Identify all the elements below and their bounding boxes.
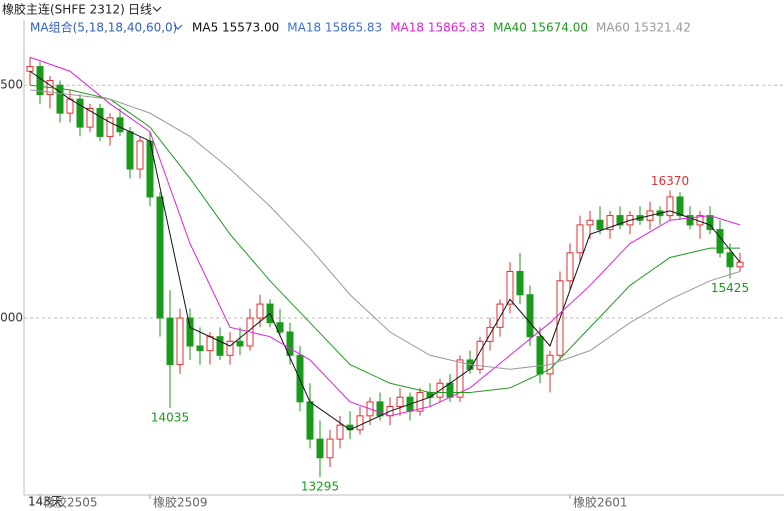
- candle-body: [586, 219, 594, 226]
- candle-body: [616, 215, 624, 226]
- candle-body: [216, 336, 224, 356]
- candle-body: [516, 270, 524, 296]
- ma-line: [29, 89, 741, 370]
- legend-item: MA60 15321.42: [596, 21, 691, 35]
- candle-body: [26, 66, 34, 72]
- candle-body: [376, 401, 384, 417]
- candle-body: [736, 261, 744, 268]
- extreme-label: 16370: [651, 174, 689, 188]
- candle-body: [326, 438, 334, 459]
- candle-body: [176, 317, 184, 366]
- candle-body: [496, 303, 504, 328]
- candle-body: [476, 340, 484, 370]
- candle-body: [396, 396, 404, 408]
- candle-body: [126, 131, 134, 170]
- candle-body: [206, 336, 214, 352]
- legend-item: MA40 15674.00: [493, 21, 588, 35]
- chart-title: 橡胶主连(SHFE 2312): [2, 2, 125, 17]
- candle-body: [446, 382, 454, 398]
- candle-body: [186, 317, 194, 347]
- candle-body: [526, 294, 534, 338]
- candle-body: [236, 340, 244, 347]
- extreme-label: 15425: [711, 281, 749, 295]
- candle-body: [306, 401, 314, 440]
- candle-body: [76, 98, 84, 128]
- y-tick-label: 17500: [0, 78, 23, 92]
- x-tick-label: 橡胶2601: [573, 495, 628, 510]
- candle-body: [576, 224, 584, 254]
- candle-body: [156, 196, 164, 319]
- legend-item: MA18 15865.83: [287, 21, 382, 35]
- candle-body: [686, 215, 694, 226]
- candle-body: [96, 107, 104, 137]
- candle-body: [316, 438, 324, 459]
- period-selector[interactable]: 日线: [128, 3, 152, 17]
- candle-body: [226, 340, 234, 356]
- candle-body: [166, 317, 174, 366]
- candle-body: [356, 415, 364, 431]
- x-tick-label: 橡胶2505: [43, 495, 98, 510]
- ma-line: [29, 70, 741, 431]
- candle-body: [336, 424, 344, 440]
- candle-body: [66, 98, 74, 114]
- candle-body: [716, 229, 724, 254]
- candle-body: [666, 196, 674, 217]
- candle-body: [196, 345, 204, 352]
- candle-body: [606, 215, 614, 231]
- candle-body: [506, 270, 514, 305]
- days-label: 143天: [28, 495, 63, 509]
- ma-chevron[interactable]: [173, 24, 183, 30]
- candle-body: [426, 392, 434, 398]
- y-tick-label: 15000: [0, 311, 23, 325]
- candle-body: [86, 107, 94, 128]
- candle-body: [276, 322, 284, 333]
- legend-item: MA5 15573.00: [192, 21, 279, 35]
- extreme-label: 13295: [301, 479, 339, 493]
- ma-group[interactable]: MA组合(5,18,18,40,60,0): [30, 20, 177, 35]
- candle-body: [136, 140, 144, 170]
- candle-body: [116, 117, 124, 133]
- candle-body: [56, 84, 64, 114]
- ma-line: [29, 84, 740, 394]
- candle-body: [676, 196, 684, 217]
- legend-item: MA18 15865.83: [390, 21, 485, 35]
- ma-line: [29, 56, 741, 417]
- extreme-label: 14035: [151, 410, 189, 424]
- candle-body: [106, 117, 114, 137]
- candle-body: [536, 336, 544, 375]
- x-tick-label: 橡胶2509: [153, 495, 208, 510]
- period-chevron[interactable]: [152, 6, 162, 12]
- candle-body: [566, 252, 574, 282]
- candle-body: [726, 252, 734, 268]
- candle-body: [256, 303, 264, 319]
- candle-body: [286, 331, 294, 356]
- candle-body: [596, 219, 604, 231]
